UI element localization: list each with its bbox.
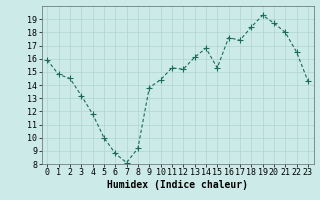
X-axis label: Humidex (Indice chaleur): Humidex (Indice chaleur) <box>107 180 248 190</box>
